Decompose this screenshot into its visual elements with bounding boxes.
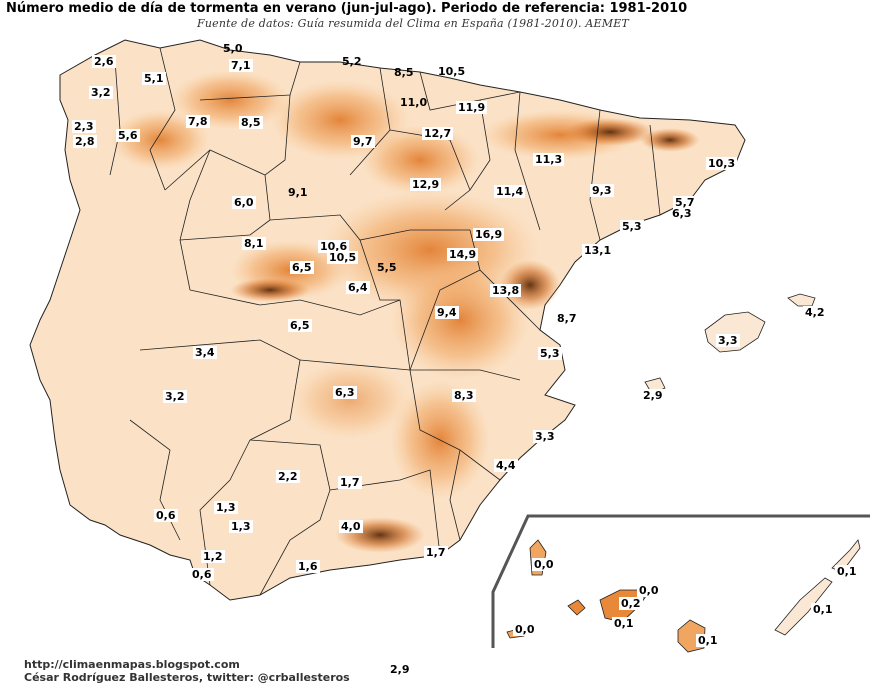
- province-value-label: 5,1: [142, 72, 166, 85]
- province-value-label: 3,4: [193, 346, 217, 359]
- province-value-label: 5,6: [116, 129, 140, 142]
- province-value-label: 11,3: [533, 153, 565, 166]
- province-value-label: 1,7: [338, 476, 362, 489]
- province-value-label: 12,9: [410, 178, 442, 191]
- province-value-label: 16,9: [473, 228, 505, 241]
- province-value-label: 13,8: [490, 284, 522, 297]
- blog-url[interactable]: http://climaenmapas.blogspot.com: [24, 658, 240, 671]
- province-value-label: 6,3: [333, 386, 357, 399]
- province-value-label: 2,2: [276, 470, 300, 483]
- province-value-label: 4,0: [339, 520, 363, 533]
- province-value-label: 10,5: [438, 65, 466, 78]
- province-value-label: 10,3: [706, 157, 738, 170]
- province-value-label: 0,6: [190, 568, 214, 581]
- province-value-label: 1,3: [214, 501, 238, 514]
- province-value-label: 3,2: [89, 86, 113, 99]
- data-source: Fuente de datos: Guía resumida del Clima…: [197, 17, 629, 30]
- province-value-label: 0,1: [835, 565, 859, 578]
- province-value-label: 8,5: [239, 116, 263, 129]
- province-value-label: 2,8: [73, 135, 97, 148]
- province-value-label: 10,6: [318, 240, 350, 253]
- province-value-label: 3,3: [716, 334, 740, 347]
- province-value-label: 8,1: [242, 237, 266, 250]
- province-value-label: 4,2: [803, 306, 827, 319]
- canary-inset: [491, 514, 870, 653]
- province-value-label: 3,3: [533, 430, 557, 443]
- province-value-label: 5,2: [342, 55, 362, 68]
- province-value-label: 1,2: [201, 550, 225, 563]
- province-value-label: 9,4: [435, 306, 459, 319]
- map-title: Número medio de día de tormenta en veran…: [6, 1, 688, 16]
- province-value-label: 11,4: [494, 185, 526, 198]
- province-value-label: 9,1: [288, 186, 308, 199]
- province-value-label: 5,7: [673, 196, 697, 209]
- province-borders: [109, 47, 661, 596]
- province-value-label: 0,0: [513, 623, 537, 636]
- province-value-label: 12,7: [422, 127, 454, 140]
- province-value-label: 11,9: [456, 101, 488, 114]
- province-value-label: 0,6: [154, 509, 178, 522]
- province-value-label: 6,5: [290, 261, 314, 274]
- province-value-label: 8,3: [452, 389, 476, 402]
- la-gomera-shape: [567, 599, 586, 616]
- province-value-label: 3,2: [163, 390, 187, 403]
- province-value-label: 5,3: [538, 347, 562, 360]
- province-value-label: 7,8: [186, 115, 210, 128]
- inset-frame: [491, 514, 870, 648]
- province-value-label: 6,3: [672, 207, 692, 220]
- province-value-label: 6,0: [232, 196, 256, 209]
- author-credit: César Rodríguez Ballesteros, twitter: @c…: [24, 671, 350, 684]
- province-value-label: 1,7: [424, 546, 448, 559]
- province-value-label: 0,0: [532, 558, 556, 571]
- province-value-label: 0,2: [619, 597, 643, 610]
- province-value-label: 1,3: [229, 520, 253, 533]
- province-value-label: 0,1: [696, 634, 720, 647]
- province-value-label: 14,9: [447, 248, 479, 261]
- province-value-label: 9,3: [590, 184, 614, 197]
- province-value-label: 0,1: [811, 603, 835, 616]
- province-value-label: 9,7: [351, 135, 375, 148]
- province-value-label: 4,4: [494, 459, 518, 472]
- fuerteventura-shape: [774, 577, 833, 636]
- province-value-label: 0,0: [637, 584, 661, 597]
- menorca-shape: [787, 293, 816, 307]
- province-value-label: 5,0: [223, 42, 243, 55]
- province-value-label: 6,4: [346, 281, 370, 294]
- bottom-value-label: 2,9: [390, 663, 410, 676]
- province-value-label: 2,6: [92, 55, 116, 68]
- province-value-label: 0,1: [612, 617, 636, 630]
- province-value-label: 8,7: [555, 312, 579, 325]
- province-value-label: 13,1: [582, 244, 614, 257]
- province-value-label: 10,5: [327, 251, 359, 264]
- province-value-label: 1,6: [296, 560, 320, 573]
- province-value-label: 2,3: [72, 120, 96, 133]
- province-value-label: 5,5: [377, 261, 397, 274]
- province-value-label: 2,9: [641, 389, 665, 402]
- province-value-label: 6,5: [288, 319, 312, 332]
- province-value-label: 5,3: [620, 220, 644, 233]
- province-value-label: 8,5: [394, 66, 414, 79]
- province-value-label: 7,1: [229, 59, 253, 72]
- province-value-label: 11,0: [400, 96, 428, 109]
